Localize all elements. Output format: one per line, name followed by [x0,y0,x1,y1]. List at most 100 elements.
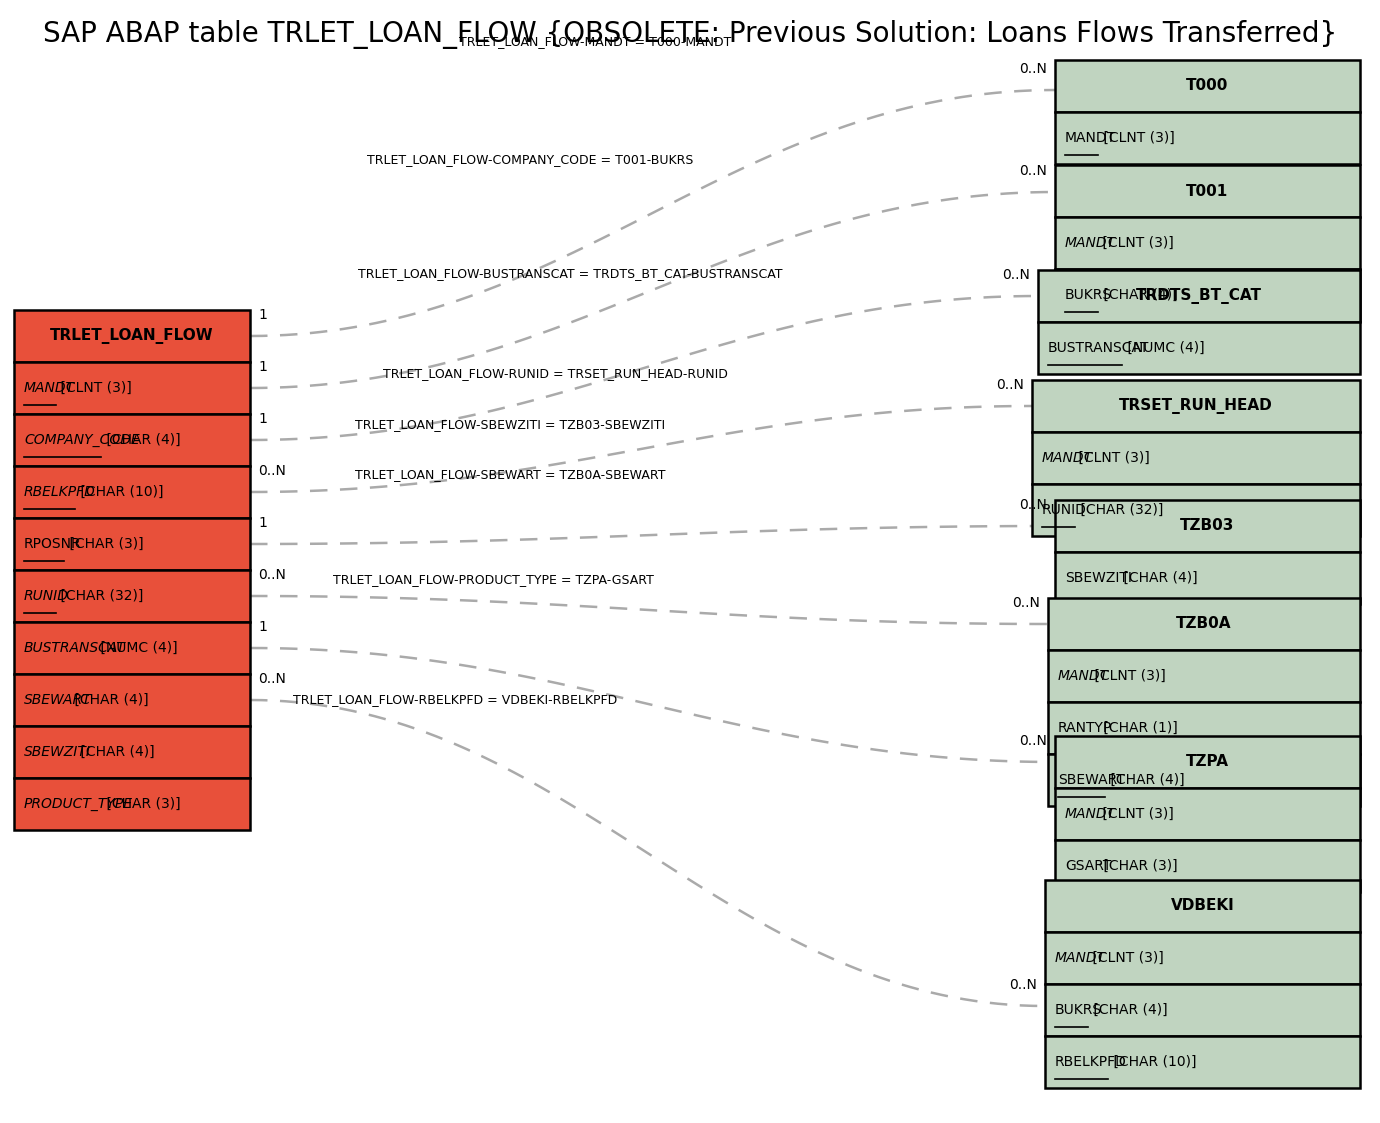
Text: 0..N: 0..N [258,672,286,686]
Text: [CHAR (4)]: [CHAR (4)] [1089,1003,1167,1017]
Bar [1047,650,1361,702]
Text: COMPANY_CODE: COMPANY_CODE [23,433,139,447]
Text: TRDTS_BT_CAT: TRDTS_BT_CAT [1136,287,1261,304]
Text: TRLET_LOAN_FLOW-COMPANY_CODE = T001-BUKRS: TRLET_LOAN_FLOW-COMPANY_CODE = T001-BUKR… [367,154,693,166]
Text: 1: 1 [258,515,266,530]
Text: RPOSNR: RPOSNR [23,537,81,551]
Text: [CHAR (4)]: [CHAR (4)] [1098,287,1177,302]
Text: TRLET_LOAN_FLOW-SBEWART = TZB0A-SBEWART: TRLET_LOAN_FLOW-SBEWART = TZB0A-SBEWART [355,468,665,482]
Text: TRLET_LOAN_FLOW-PRODUCT_TYPE = TZPA-GSART: TRLET_LOAN_FLOW-PRODUCT_TYPE = TZPA-GSAR… [333,574,654,586]
Text: RBELKPFD: RBELKPFD [23,485,95,499]
Text: [CHAR (4)]: [CHAR (4)] [69,693,148,707]
Text: SBEWZITI: SBEWZITI [1065,570,1132,585]
Text: [CHAR (3)]: [CHAR (3)] [102,797,181,811]
Text: MANDT: MANDT [1065,807,1116,821]
Text: SBEWZITI: SBEWZITI [23,745,91,759]
Bar [1045,880,1361,932]
Text: MANDT: MANDT [23,381,75,395]
Text: 0..N: 0..N [1002,268,1029,282]
Bar [1054,500,1361,553]
Text: [CLNT (3)]: [CLNT (3)] [1098,131,1174,145]
Text: TRLET_LOAN_FLOW-RBELKPFD = VDBEKI-RBELKPFD: TRLET_LOAN_FLOW-RBELKPFD = VDBEKI-RBELKP… [293,694,617,706]
Bar [1047,702,1361,754]
Text: [CHAR (4)]: [CHAR (4)] [1105,773,1184,787]
Text: MANDT: MANDT [1054,951,1105,965]
Bar [1045,932,1361,984]
Bar [1054,60,1361,112]
Text: RUNID: RUNID [23,588,69,603]
Text: SBEWART: SBEWART [23,693,91,707]
Text: [NUMC (4)]: [NUMC (4)] [1123,341,1205,355]
Text: RBELKPFD: RBELKPFD [1054,1054,1127,1069]
Bar [1054,270,1361,321]
Bar [1054,553,1361,604]
Bar [1038,322,1361,374]
Text: VDBEKI: VDBEKI [1170,898,1234,913]
Text: TRLET_LOAN_FLOW-SBEWZITI = TZB03-SBEWZITI: TRLET_LOAN_FLOW-SBEWZITI = TZB03-SBEWZIT… [355,419,665,431]
Text: 0..N: 0..N [1018,164,1047,179]
Text: MANDT: MANDT [1065,236,1116,250]
Bar [14,310,250,362]
Text: 0..N: 0..N [1018,734,1047,748]
Text: 0..N: 0..N [258,464,286,478]
Bar [1054,788,1361,840]
Text: BUSTRANSCAT: BUSTRANSCAT [1047,341,1150,355]
Text: [CHAR (32)]: [CHAR (32)] [57,588,144,603]
Text: GSART: GSART [1065,859,1111,873]
Text: TZPA: TZPA [1185,755,1230,769]
Bar [1047,754,1361,806]
Text: MANDT: MANDT [1058,669,1110,683]
Bar [1038,270,1361,322]
Text: TRLET_LOAN_FLOW-MANDT = T000-MANDT: TRLET_LOAN_FLOW-MANDT = T000-MANDT [458,36,731,48]
Text: SAP ABAP table TRLET_LOAN_FLOW {OBSOLETE: Previous Solution: Loans Flows Transfe: SAP ABAP table TRLET_LOAN_FLOW {OBSOLETE… [43,20,1337,49]
Text: RANTYP: RANTYP [1058,721,1112,734]
Text: 0..N: 0..N [1012,596,1041,610]
Text: [CHAR (4)]: [CHAR (4)] [1119,570,1198,585]
Bar [14,466,250,518]
Text: [CHAR (3)]: [CHAR (3)] [65,537,144,551]
Text: TRLET_LOAN_FLOW-RUNID = TRSET_RUN_HEAD-RUNID: TRLET_LOAN_FLOW-RUNID = TRSET_RUN_HEAD-R… [382,367,727,381]
Text: [CLNT (3)]: [CLNT (3)] [1097,807,1173,821]
Text: T001: T001 [1187,183,1228,199]
Bar [1032,484,1361,536]
Text: 0..N: 0..N [996,378,1024,392]
Text: BUKRS: BUKRS [1065,287,1112,302]
Bar [1047,599,1361,650]
Text: SBEWART: SBEWART [1058,773,1125,787]
Text: [CLNT (3)]: [CLNT (3)] [1075,451,1151,465]
Text: MANDT: MANDT [1042,451,1093,465]
Bar [1032,432,1361,484]
Bar [14,725,250,778]
Bar [1054,165,1361,217]
Text: 0..N: 0..N [1018,62,1047,76]
Bar [1054,840,1361,892]
Text: 1: 1 [258,360,266,374]
Text: [CLNT (3)]: [CLNT (3)] [1097,236,1173,250]
Text: [CHAR (10)]: [CHAR (10)] [1110,1054,1196,1069]
Text: [CLNT (3)]: [CLNT (3)] [1090,669,1166,683]
Text: T000: T000 [1187,79,1228,93]
Bar [1054,217,1361,270]
Text: 0..N: 0..N [1018,497,1047,512]
Text: TRLET_LOAN_FLOW: TRLET_LOAN_FLOW [50,328,214,344]
Text: 1: 1 [258,308,266,322]
Text: 0..N: 0..N [258,568,286,582]
Bar [14,778,250,830]
Bar [1054,736,1361,788]
Text: [NUMC (4)]: [NUMC (4)] [95,641,177,655]
Bar [1032,380,1361,432]
Text: [CLNT (3)]: [CLNT (3)] [1087,951,1163,965]
Bar [14,622,250,674]
Text: TZB0A: TZB0A [1176,617,1232,631]
Text: [CLNT (3)]: [CLNT (3)] [57,381,132,395]
Text: BUKRS: BUKRS [1054,1003,1103,1017]
Text: [CHAR (4)]: [CHAR (4)] [76,745,155,759]
Bar [14,570,250,622]
Text: 1: 1 [258,620,266,634]
Text: [CHAR (10)]: [CHAR (10)] [76,485,163,499]
Bar [1045,984,1361,1037]
Text: 0..N: 0..N [1009,978,1036,992]
Text: MANDT: MANDT [1065,131,1116,145]
Bar [14,518,250,570]
Bar [1054,112,1361,164]
